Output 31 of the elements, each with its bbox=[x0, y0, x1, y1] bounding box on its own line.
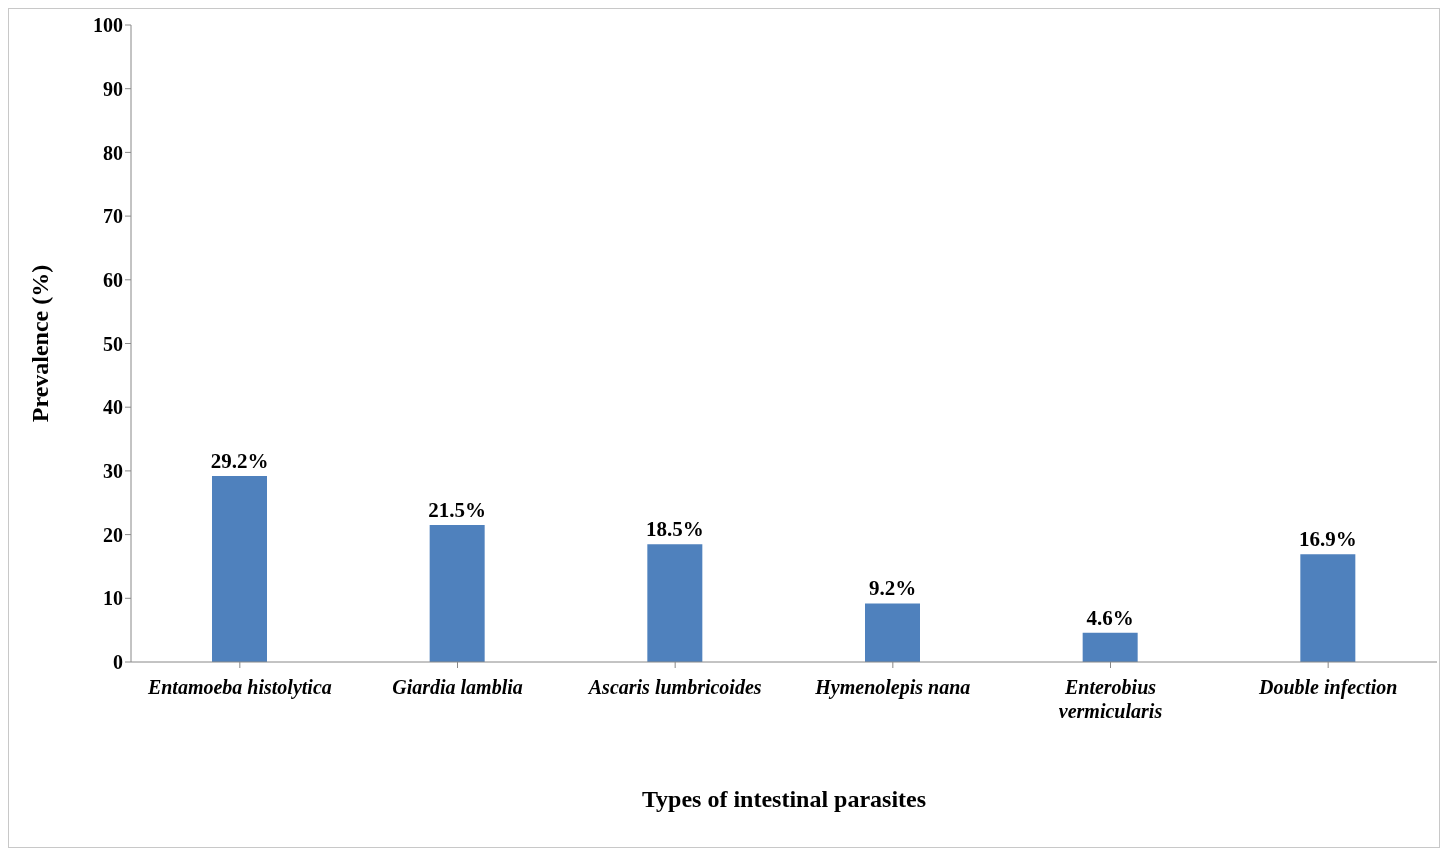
bar bbox=[1082, 632, 1138, 662]
x-tick-label: Giardia lamblia bbox=[392, 676, 523, 698]
y-tick-label: 100 bbox=[93, 14, 123, 37]
y-tick-label: 50 bbox=[103, 332, 123, 355]
data-label: 29.2% bbox=[210, 449, 269, 473]
y-tick-label: 30 bbox=[103, 460, 123, 482]
x-tick-label: Enterobius vermicularis bbox=[1058, 676, 1163, 722]
y-tick-label: 20 bbox=[103, 523, 123, 546]
bar bbox=[429, 525, 485, 662]
x-tick-label: Ascaris lumbricoides bbox=[586, 676, 762, 698]
bar bbox=[865, 603, 920, 662]
y-tick-label: 10 bbox=[103, 587, 123, 610]
data-label: 16.9% bbox=[1298, 527, 1357, 552]
data-label: 4.6% bbox=[1086, 605, 1134, 630]
x-tick-label: Hymenolepis nana bbox=[814, 676, 971, 699]
y-tick-label: 60 bbox=[103, 268, 123, 291]
y-tick-label: 80 bbox=[103, 141, 123, 164]
y-tick-label: 70 bbox=[103, 205, 123, 228]
x-tick-label: Entamoeba histolytica bbox=[146, 676, 332, 699]
bar bbox=[647, 544, 703, 662]
x-axis-title: Types of intestinal parasites bbox=[641, 786, 927, 812]
x-tick-label: Double infection bbox=[1257, 676, 1398, 699]
y-tick-label: 40 bbox=[103, 396, 123, 419]
y-tick-label: 90 bbox=[103, 77, 123, 100]
bar bbox=[1300, 554, 1356, 662]
data-label: 18.5% bbox=[645, 517, 704, 542]
y-tick-label: 0 bbox=[113, 651, 123, 674]
y-axis-title: Prevalence (%) bbox=[26, 264, 53, 423]
data-label: 9.2% bbox=[868, 576, 917, 601]
bar bbox=[212, 476, 267, 662]
data-label: 21.5% bbox=[428, 498, 487, 523]
